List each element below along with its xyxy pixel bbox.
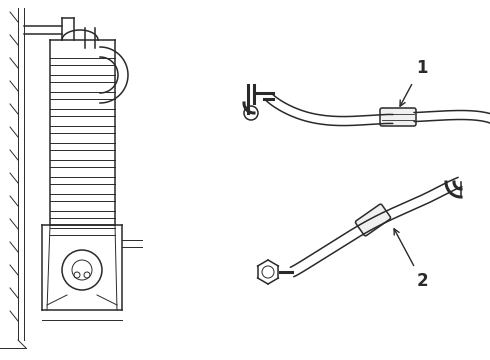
Text: 2: 2 (417, 272, 429, 290)
FancyBboxPatch shape (380, 108, 416, 126)
FancyBboxPatch shape (355, 204, 391, 236)
Text: 1: 1 (416, 59, 427, 77)
